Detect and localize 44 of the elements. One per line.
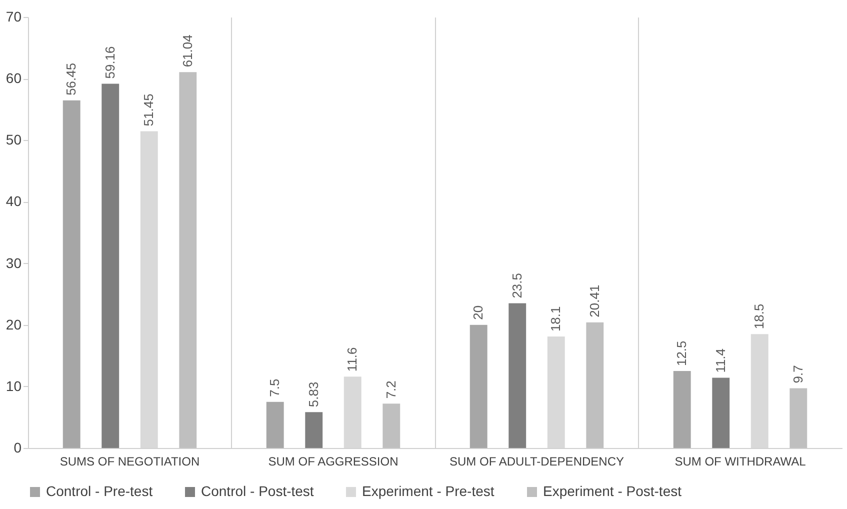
bar: [266, 402, 284, 448]
legend-label: Experiment - Pre-test: [362, 483, 494, 499]
bar: [382, 404, 400, 448]
data-label: 12.5: [674, 340, 690, 366]
x-tick-label: SUM OF AGGRESSION: [268, 454, 398, 468]
bar: [305, 412, 323, 448]
bar: [673, 371, 691, 448]
y-tick-label: 70: [6, 8, 22, 24]
data-label: 7.2: [383, 380, 398, 399]
data-label: 5.83: [306, 382, 321, 408]
x-tick-label: SUM OF WITHDRAWAL: [674, 454, 806, 468]
data-label: 11.4: [712, 348, 728, 373]
bar: [586, 322, 604, 448]
bar: [470, 324, 488, 448]
data-label: 11.6: [344, 347, 360, 372]
data-label: 61.04: [180, 34, 195, 68]
data-label: 23.5: [509, 272, 524, 298]
data-label: 18.5: [752, 304, 767, 330]
bar: [712, 378, 730, 448]
y-tick-label: 40: [6, 193, 22, 210]
legend-label: Control - Post-test: [201, 483, 314, 499]
y-tick-label: 10: [6, 378, 22, 394]
data-label: 59.16: [102, 46, 118, 79]
legend-label: Experiment - Post-test: [543, 483, 682, 499]
y-tick-label: 60: [6, 70, 22, 86]
bar: [179, 72, 197, 448]
data-label: 51.45: [141, 94, 156, 126]
y-tick-label: 0: [14, 440, 22, 456]
data-label: 20: [470, 305, 486, 320]
bar: [790, 388, 808, 448]
legend-label: Control - Pre-test: [46, 483, 153, 499]
bar: [102, 84, 120, 448]
y-tick-label: 30: [6, 254, 22, 271]
data-label: 18.1: [548, 306, 564, 332]
data-label: 7.5: [267, 378, 282, 397]
bar: [62, 100, 80, 448]
data-label: 20.41: [586, 284, 602, 318]
data-label: 56.45: [64, 62, 79, 96]
y-tick-label: 20: [6, 316, 22, 332]
x-tick-label: SUMS OF NEGOTIATION: [60, 454, 200, 468]
data-label: 9.7: [790, 365, 806, 384]
y-tick-label: 50: [6, 132, 22, 148]
x-tick-label: SUM OF ADULT-DEPENDENCY: [450, 454, 624, 468]
bar: [508, 303, 526, 448]
